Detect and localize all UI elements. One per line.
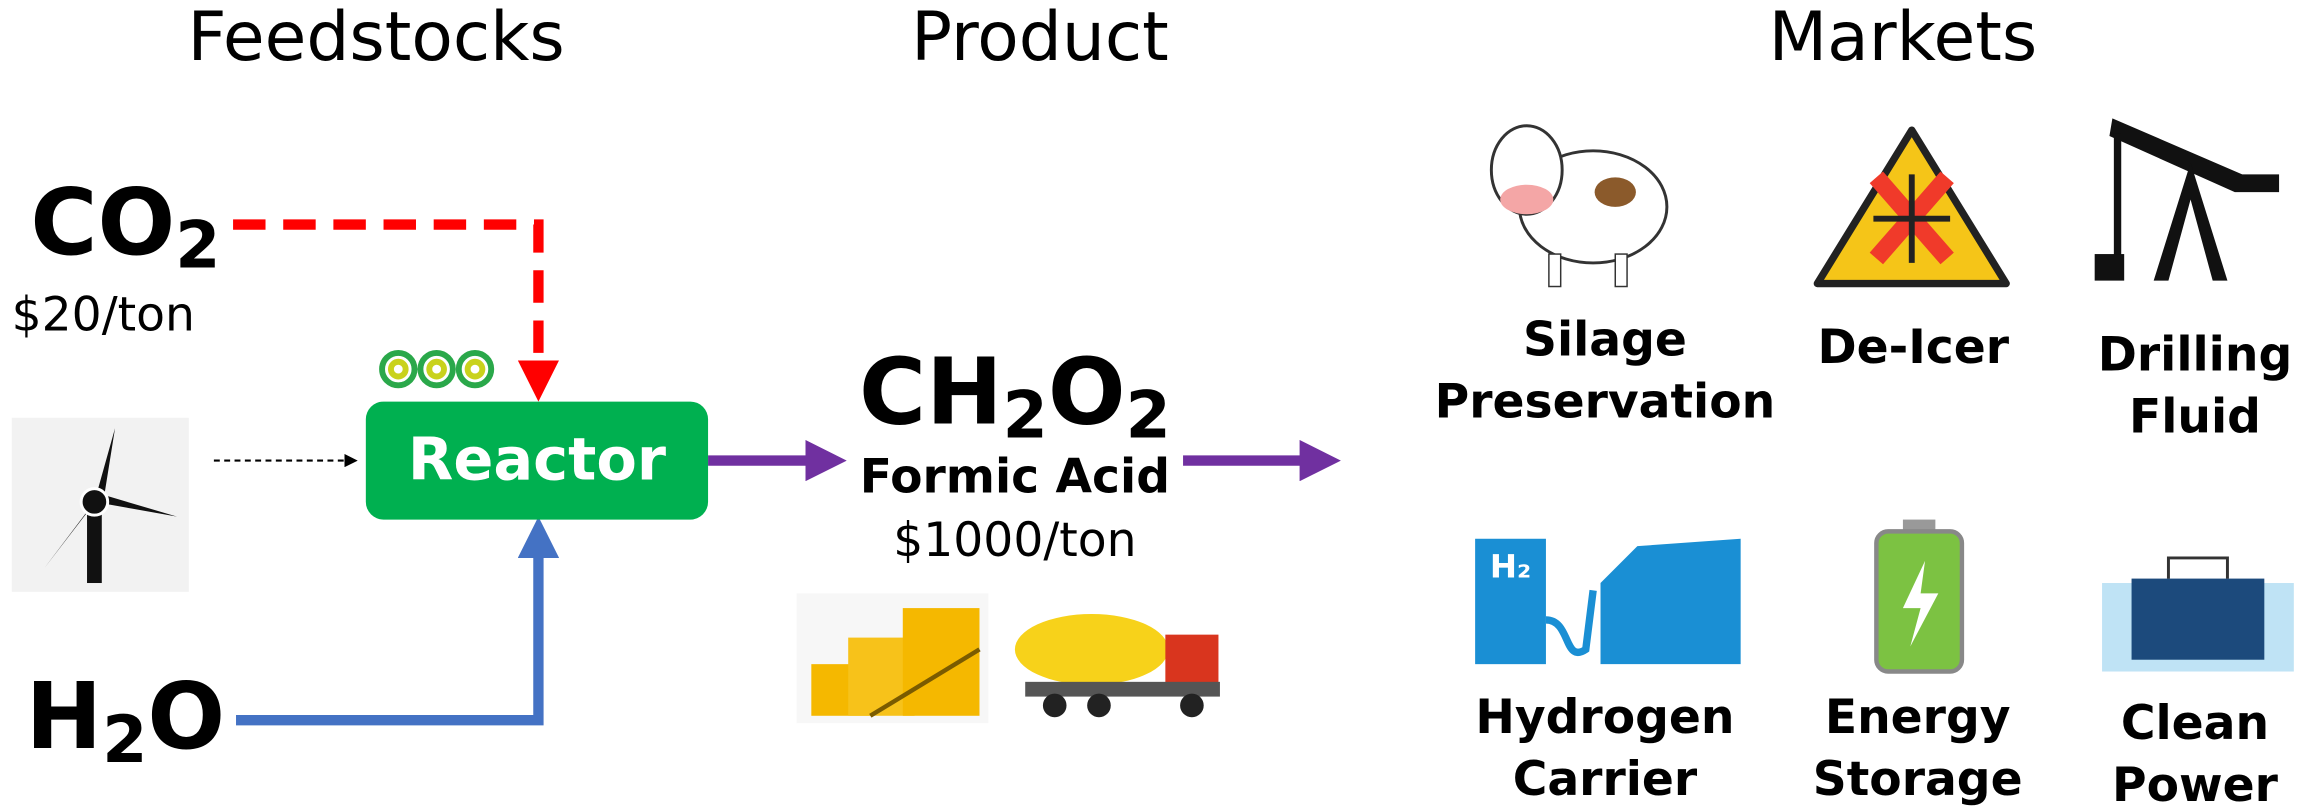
svg-text:H₂: H₂ bbox=[1490, 547, 1531, 585]
header: Markets bbox=[1769, 0, 2038, 77]
market-label: Storage bbox=[1813, 752, 2023, 807]
subscript: 2 bbox=[102, 702, 147, 777]
truck-icon bbox=[1014, 613, 1220, 718]
cow-icon bbox=[1489, 124, 1669, 288]
header: Feedstocks bbox=[188, 0, 565, 77]
tanks-icon bbox=[796, 593, 989, 724]
market-label: De-Icer bbox=[1817, 320, 2009, 375]
pumpjack-icon bbox=[2094, 118, 2280, 281]
product-price: $1000/ton bbox=[893, 513, 1136, 568]
co2-formula: CO2 bbox=[30, 169, 220, 283]
h2o-arrow bbox=[236, 516, 560, 726]
co2-price: $20/ton bbox=[12, 287, 195, 342]
deicer-icon bbox=[1813, 126, 2010, 288]
market-label: Power bbox=[2112, 758, 2279, 812]
product-name: Formic Acid bbox=[860, 450, 1170, 505]
h2o-formula: H2O bbox=[26, 663, 225, 777]
header: Product bbox=[911, 0, 1169, 77]
formula-part: O bbox=[1048, 339, 1126, 446]
market-label: Fluid bbox=[2129, 389, 2261, 444]
logo bbox=[379, 349, 495, 389]
subscript: 2 bbox=[1003, 378, 1048, 453]
market-label: Drilling bbox=[2098, 327, 2293, 382]
formula-part: O bbox=[147, 663, 225, 770]
battery-icon bbox=[1874, 519, 1965, 674]
subscript: 2 bbox=[175, 208, 220, 283]
market-label: Carrier bbox=[1513, 752, 1698, 807]
reactor-box bbox=[365, 401, 709, 520]
product-formula: CH2O2 bbox=[859, 339, 1171, 453]
subscript: 2 bbox=[1126, 378, 1171, 453]
clean-power-icon bbox=[2102, 556, 2294, 672]
market-label: Clean bbox=[2121, 696, 2269, 751]
wind-icon bbox=[11, 417, 189, 592]
co2-arrow bbox=[233, 219, 560, 402]
formula-part: CH bbox=[859, 339, 1003, 446]
reactor-label: Reactor bbox=[408, 425, 666, 494]
formula-part: CO bbox=[30, 169, 175, 276]
market-label: Hydrogen bbox=[1475, 690, 1734, 745]
markets: Silage Preservation De-Icer Drilling Fluid Hy… bbox=[1435, 313, 2293, 812]
market-label: Energy bbox=[1825, 690, 2011, 745]
formula-part: H bbox=[26, 663, 103, 770]
hydrogen-icon: H₂ bbox=[1475, 538, 1741, 665]
market-label: Preservation bbox=[1435, 375, 1776, 430]
market-label: Silage bbox=[1523, 313, 1687, 368]
